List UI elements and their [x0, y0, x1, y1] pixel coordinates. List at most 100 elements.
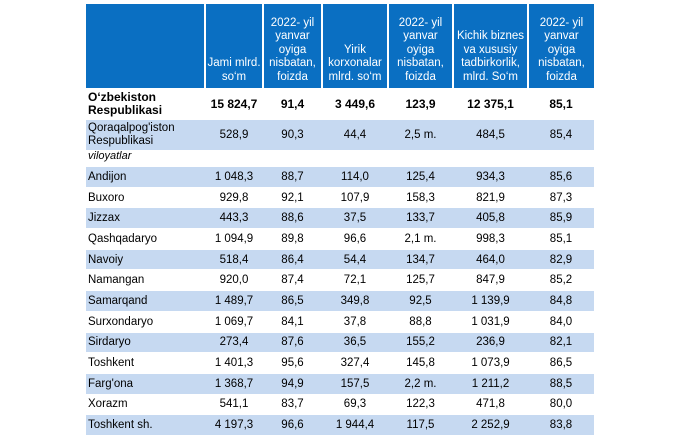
value-cell: 158,3 [388, 186, 453, 208]
table-row: Farg'ona 1 368,7 94,9 157,5 2,2 m. 1 211,2 88,… [86, 372, 594, 395]
value-cell: 1 489,7 [205, 290, 263, 312]
column-header: Kichik biznes va xususiy tadbirkorlik, m… [452, 4, 528, 89]
value-cell: 934,3 [453, 166, 528, 188]
value-cell: 37,8 [322, 310, 388, 332]
table-row: Surxondaryo 1 069,7 84,1 37,8 88,8 1 031,9 84,… [86, 310, 594, 332]
region-name: Sirdaryo [86, 331, 205, 353]
region-name: Samarqand [86, 290, 205, 312]
table-row: O‘zbekiston Respublikasi 15 824,7 91,4 3 44… [86, 88, 594, 120]
value-cell: 88,6 [263, 207, 322, 229]
table-row: Toshkent 1 401,3 95,6 327,4 145,8 1 073,9 86,5 [86, 352, 594, 374]
value-cell: 3 449,6 [322, 88, 388, 120]
value-cell: 405,8 [453, 207, 528, 229]
value-cell: 12 375,1 [453, 88, 528, 120]
value-cell: 86,5 [263, 290, 322, 312]
value-cell: 86,4 [263, 248, 322, 270]
value-cell: 528,9 [205, 119, 263, 151]
value-cell: 85,9 [528, 207, 594, 229]
value-cell: 84,0 [528, 310, 594, 332]
value-cell: 273,4 [205, 331, 263, 353]
value-cell: 847,9 [453, 269, 528, 291]
value-cell: 541,1 [205, 393, 263, 415]
value-cell: 920,0 [205, 269, 263, 291]
value-cell: 94,9 [263, 372, 322, 395]
table-row: Andijon 1 048,3 88,7 114,0 125,4 934,3 85,6 [86, 166, 594, 188]
value-cell: 236,9 [453, 331, 528, 353]
value-cell: 471,8 [453, 393, 528, 415]
value-cell: 327,4 [322, 352, 388, 374]
value-cell: 1 211,2 [453, 372, 528, 395]
value-cell: 85,2 [528, 269, 594, 291]
value-cell: 37,5 [322, 207, 388, 229]
value-cell: 464,0 [453, 248, 528, 270]
value-cell: 133,7 [388, 207, 453, 229]
subheader-row: viloyatlar [86, 150, 594, 167]
value-cell: 929,8 [205, 186, 263, 208]
value-cell: 96,6 [322, 228, 388, 250]
value-cell: 85,4 [528, 119, 594, 151]
value-cell: 107,9 [322, 186, 388, 208]
table-row: Qoraqalpog'iston Respublikasi 528,9 90,3 44… [86, 119, 594, 151]
value-cell: 1 094,9 [205, 228, 263, 250]
value-cell: 84,1 [263, 310, 322, 332]
value-cell: 87,4 [263, 269, 322, 291]
region-name: Buxoro [86, 186, 205, 208]
table-row: Qashqadaryo 1 094,9 89,8 96,6 2,1 m. 998,3 85,… [86, 228, 594, 250]
value-cell: 88,8 [388, 310, 453, 332]
table-row: Buxoro 929,8 92,1 107,9 158,3 821,9 87,3 [86, 186, 594, 208]
region-name: Namangan [86, 269, 205, 291]
value-cell: 123,9 [388, 88, 453, 120]
value-cell: 86,5 [528, 352, 594, 374]
header-row: Jami mlrd. so‘m 2022- yil yanvar oyiga ni… [86, 4, 594, 89]
value-cell: 80,0 [528, 393, 594, 415]
value-cell: 1 073,9 [453, 352, 528, 374]
region-name: Jizzax [86, 207, 205, 229]
table-row: Sirdaryo 273,4 87,6 36,5 155,2 236,9 82,1 [86, 331, 594, 353]
value-cell: 44,4 [322, 119, 388, 151]
column-header: Jami mlrd. so‘m [204, 4, 263, 89]
value-cell: 145,8 [388, 352, 453, 374]
value-cell: 87,6 [263, 331, 322, 353]
value-cell: 2,1 m. [388, 228, 453, 250]
value-cell: 122,3 [388, 393, 453, 415]
region-name: Navoiy [86, 248, 205, 270]
value-cell: 1 139,9 [453, 290, 528, 312]
value-cell: 114,0 [322, 166, 388, 188]
value-cell: 92,1 [263, 186, 322, 208]
value-cell: 157,5 [322, 372, 388, 395]
value-cell: 85,1 [528, 88, 594, 120]
subheader-label: viloyatlar [86, 150, 594, 167]
value-cell: 82,1 [528, 331, 594, 353]
value-cell: 155,2 [388, 331, 453, 353]
region-name: Surxondaryo [86, 310, 205, 332]
region-name: Farg'ona [86, 372, 205, 395]
value-cell: 54,4 [322, 248, 388, 270]
region-name: Xorazm [86, 393, 205, 415]
region-name: Qoraqalpog'iston Respublikasi [86, 119, 205, 151]
value-cell: 91,4 [263, 88, 322, 120]
value-cell: 125,7 [388, 269, 453, 291]
value-cell: 134,7 [388, 248, 453, 270]
value-cell: 69,3 [322, 393, 388, 415]
table-row: Navoiy 518,4 86,4 54,4 134,7 464,0 82,9 [86, 248, 594, 270]
column-header [86, 4, 205, 89]
value-cell: 85,1 [528, 228, 594, 250]
value-cell: 125,4 [388, 166, 453, 188]
value-cell: 90,3 [263, 119, 322, 151]
column-header: 2022- yil yanvar oyiga nisbatan, foizda [262, 4, 322, 89]
region-name: Toshkent [86, 352, 205, 374]
column-header: 2022- yil yanvar oyiga nisbatan, foizda [527, 4, 594, 89]
value-cell: 1 069,7 [205, 310, 263, 332]
column-header: Yirik korxonalar mlrd. so‘m [321, 4, 388, 89]
value-cell: 518,4 [205, 248, 263, 270]
value-cell: 72,1 [322, 269, 388, 291]
region-name: Andijon [86, 166, 205, 188]
table-row: Namangan 920,0 87,4 72,1 125,7 847,9 85,2 [86, 269, 594, 291]
table-row: Jizzax 443,3 88,6 37,5 133,7 405,8 85,9 [86, 207, 594, 229]
value-cell: 1 031,9 [453, 310, 528, 332]
value-cell: 15 824,7 [205, 88, 263, 120]
value-cell: 88,7 [263, 166, 322, 188]
value-cell: 349,8 [322, 290, 388, 312]
value-cell: 89,8 [263, 228, 322, 250]
value-cell: 82,9 [528, 248, 594, 270]
